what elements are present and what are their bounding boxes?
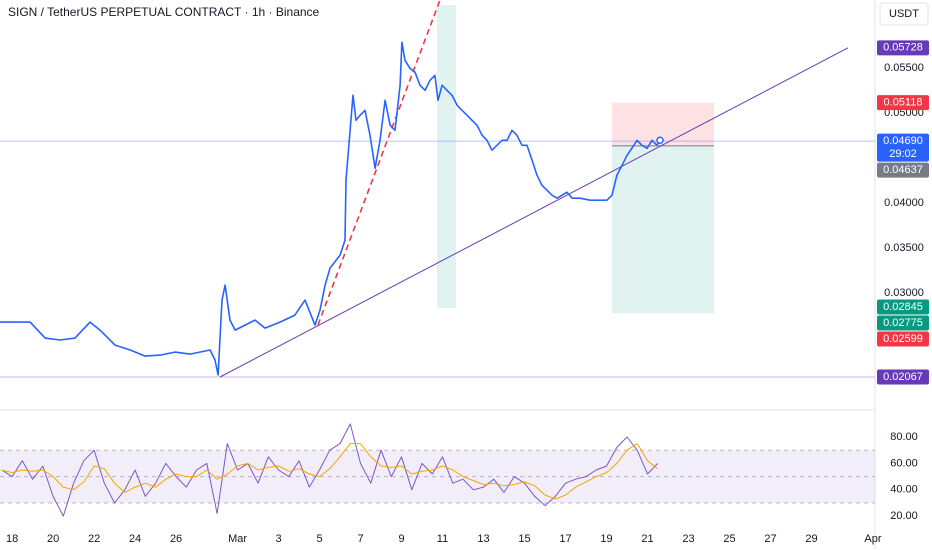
- price-badge: [877, 95, 929, 111]
- price-badge-label: 0.02845: [883, 301, 923, 313]
- line-series: [0, 41, 661, 376]
- x-tick-label: Apr: [864, 533, 881, 545]
- price-badge: [877, 133, 929, 162]
- line-series: [1, 443, 659, 500]
- x-tick-label: 5: [316, 533, 322, 545]
- y-tick-label: 0.05000: [884, 107, 924, 119]
- x-tick-label: 19: [600, 533, 612, 545]
- x-tick-label: 22: [88, 533, 100, 545]
- x-tick-label: 27: [764, 533, 776, 545]
- x-tick-label: 21: [641, 533, 653, 545]
- x-tick-label: 23: [682, 533, 694, 545]
- y-tick-label: 0.05500: [884, 62, 924, 74]
- x-tick-label: 7: [357, 533, 363, 545]
- drawings: [317, 0, 456, 326]
- price-badge: [877, 162, 929, 178]
- y-tick-label: 0.03500: [884, 242, 924, 254]
- last-price-dot: [656, 136, 664, 145]
- x-tick-label: 29: [805, 533, 817, 545]
- price-badge: [877, 331, 929, 347]
- x-tick-label: 3: [275, 533, 281, 545]
- chart-title: SIGN / TetherUS PERPETUAL CONTRACT · 1h …: [8, 5, 320, 19]
- y-tick-label: 0.04000: [884, 197, 924, 209]
- price-badge: [877, 299, 929, 315]
- price-badge-label: 0.04690: [883, 135, 923, 147]
- price-badge-label: 0.02599: [883, 333, 923, 345]
- y-tick-label: 80.00: [890, 431, 918, 443]
- x-tick-label: 13: [477, 533, 489, 545]
- x-tick-label: 24: [129, 533, 141, 545]
- price-badge: [877, 40, 929, 56]
- x-tick-label: 20: [47, 533, 59, 545]
- price-badge: [877, 369, 929, 385]
- x-tick-label: 9: [398, 533, 404, 545]
- price-badge-label: 0.04637: [883, 164, 923, 176]
- currency-button[interactable]: [879, 2, 929, 26]
- y-tick-label: 60.00: [890, 457, 918, 469]
- price-badge-label: 0.02775: [883, 317, 923, 329]
- highlight-range: [437, 5, 456, 308]
- line-series: [1, 423, 659, 517]
- x-tick-label: 11: [437, 533, 448, 545]
- y-tick-label: 20.00: [890, 510, 918, 522]
- x-tick-label: Mar: [228, 533, 247, 545]
- price-badge: [877, 315, 929, 331]
- dashed-trendline: [317, 0, 441, 326]
- y-tick-label: 0.03000: [884, 287, 924, 299]
- x-tick-label: 17: [559, 533, 571, 545]
- countdown: 29:02: [889, 148, 917, 160]
- x-tick-label: 18: [6, 533, 18, 545]
- x-tick-label: 26: [170, 533, 182, 545]
- trendline: [219, 47, 849, 378]
- y-tick-label: 40.00: [890, 484, 918, 496]
- price-badge-label: 0.05728: [883, 42, 923, 54]
- price-badge-label: 0.02067: [883, 371, 923, 383]
- stop-zone: [612, 145, 714, 314]
- price-badge-label: 0.05118: [884, 97, 923, 109]
- x-tick-label: 15: [518, 533, 530, 545]
- currency[interactable]: USDT: [889, 8, 919, 20]
- x-tick-label: 25: [723, 533, 735, 545]
